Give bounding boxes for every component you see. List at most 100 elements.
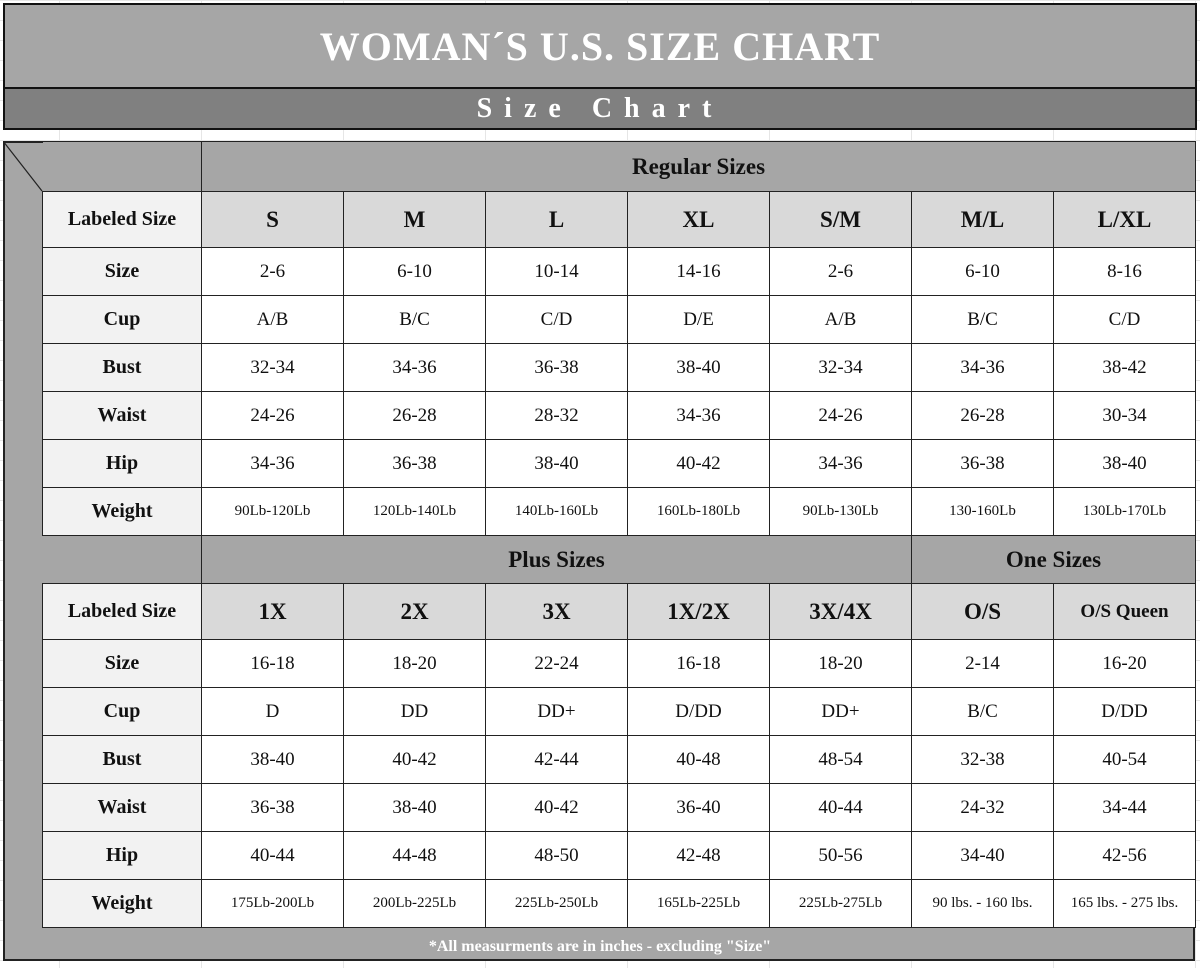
table-cell: 40-42 — [343, 735, 486, 784]
row-label-hip: Hip — [42, 439, 202, 488]
table-cell: D/DD — [627, 687, 770, 736]
table-row: Size 2-6 6-10 10-14 14-16 2-6 6-10 8-16 — [42, 247, 1196, 296]
table-cell: 160Lb-180Lb — [627, 487, 770, 536]
table-cell: 48-50 — [485, 831, 628, 880]
table-cell: 34-36 — [627, 391, 770, 440]
table-row: Waist 24-26 26-28 28-32 34-36 24-26 26-28 30-34 — [42, 391, 1196, 440]
table-cell: 36-38 — [911, 439, 1054, 488]
table-cell: 38-40 — [343, 783, 486, 832]
table-cell: 200Lb-225Lb — [343, 879, 486, 928]
table-cell: 36-38 — [485, 343, 628, 392]
table-cell: 16-18 — [627, 639, 770, 688]
table-cell: 40-44 — [201, 831, 344, 880]
table-cell: 2-14 — [911, 639, 1054, 688]
table-cell: 34-36 — [769, 439, 912, 488]
table-cell: 42-44 — [485, 735, 628, 784]
table-cell: B/C — [343, 295, 486, 344]
table-row: Cup D DD DD+ D/DD DD+ B/C D/DD — [42, 687, 1196, 736]
row-label-size: Size — [42, 247, 202, 296]
corner-diagonal — [3, 141, 43, 192]
table-cell: B/C — [911, 687, 1054, 736]
table-row: Hip 34-36 36-38 38-40 40-42 34-36 36-38 38-40 — [42, 439, 1196, 488]
row-label-weight: Weight — [42, 487, 202, 536]
table-cell: 36-38 — [201, 783, 344, 832]
table-cell: D/DD — [1053, 687, 1196, 736]
table-cell: 32-34 — [201, 343, 344, 392]
table-cell: 42-48 — [627, 831, 770, 880]
table-cell: A/B — [201, 295, 344, 344]
column-header-row: Labeled Size S M L XL S/M M/L L/XL — [42, 191, 1196, 248]
page-title: WOMAN´S U.S. SIZE CHART — [3, 3, 1197, 87]
table-cell: 175Lb-200Lb — [201, 879, 344, 928]
row-label-bust: Bust — [42, 343, 202, 392]
table-cell: 34-36 — [201, 439, 344, 488]
table-cell: B/C — [911, 295, 1054, 344]
table-cell: 34-36 — [911, 343, 1054, 392]
column-header: O/S Queen — [1053, 583, 1196, 640]
table-cell: DD — [343, 687, 486, 736]
column-header: S — [201, 191, 344, 248]
table-cell: 34-40 — [911, 831, 1054, 880]
table-cell: 40-42 — [485, 783, 628, 832]
table-cell: 16-20 — [1053, 639, 1196, 688]
section-title-regular: Regular Sizes — [201, 141, 1196, 192]
table-cell: 90Lb-130Lb — [769, 487, 912, 536]
table-cell: 10-14 — [485, 247, 628, 296]
section-title-plus: Plus Sizes — [201, 535, 912, 584]
table-cell: D — [201, 687, 344, 736]
row-label-cup: Cup — [42, 295, 202, 344]
section-title-one-size: One Sizes — [911, 535, 1196, 584]
table-row: Bust 38-40 40-42 42-44 40-48 48-54 32-38 40-54 — [42, 735, 1196, 784]
table-cell: 2-6 — [201, 247, 344, 296]
table-cell: 130-160Lb — [911, 487, 1054, 536]
section-header-row: Plus Sizes One Sizes — [42, 535, 1196, 584]
table-cell: 14-16 — [627, 247, 770, 296]
table-cell: 34-44 — [1053, 783, 1196, 832]
table-cell: DD+ — [485, 687, 628, 736]
table-cell: 44-48 — [343, 831, 486, 880]
column-header: XL — [627, 191, 770, 248]
size-chart-table: Regular Sizes Labeled Size S M L XL S/M M/L L/XL… — [42, 141, 1196, 928]
row-label-weight: Weight — [42, 879, 202, 928]
table-cell: C/D — [485, 295, 628, 344]
table-cell: 120Lb-140Lb — [343, 487, 486, 536]
row-label-labeled-size: Labeled Size — [42, 191, 202, 248]
column-header: 3X/4X — [769, 583, 912, 640]
row-label-waist: Waist — [42, 391, 202, 440]
table-cell: 24-26 — [769, 391, 912, 440]
table-cell: 36-38 — [343, 439, 486, 488]
column-header-row: Labeled Size 1X 2X 3X 1X/2X 3X/4X O/S O/S Queen — [42, 583, 1196, 640]
table-cell: 90 lbs. - 160 lbs. — [911, 879, 1054, 928]
corner-blank — [42, 141, 202, 192]
table-cell: C/D — [1053, 295, 1196, 344]
table-cell: 18-20 — [343, 639, 486, 688]
column-header: 3X — [485, 583, 628, 640]
table-cell: 18-20 — [769, 639, 912, 688]
table-cell: 130Lb-170Lb — [1053, 487, 1196, 536]
table-cell: 24-32 — [911, 783, 1054, 832]
table-cell: 26-28 — [911, 391, 1054, 440]
section-header-row: Regular Sizes — [42, 141, 1196, 192]
table-cell: 42-56 — [1053, 831, 1196, 880]
table-row: Size 16-18 18-20 22-24 16-18 18-20 2-14 16-20 — [42, 639, 1196, 688]
page-subtitle: Size Chart — [3, 87, 1197, 130]
column-header: 1X/2X — [627, 583, 770, 640]
table-cell: A/B — [769, 295, 912, 344]
table-row: Bust 32-34 34-36 36-38 38-40 32-34 34-36 38-42 — [42, 343, 1196, 392]
table-cell: 50-56 — [769, 831, 912, 880]
table-cell: 90Lb-120Lb — [201, 487, 344, 536]
table-row: Waist 36-38 38-40 40-42 36-40 40-44 24-32 34-44 — [42, 783, 1196, 832]
row-label-hip: Hip — [42, 831, 202, 880]
table-row: Cup A/B B/C C/D D/E A/B B/C C/D — [42, 295, 1196, 344]
table-cell: 225Lb-275Lb — [769, 879, 912, 928]
table-cell: 40-44 — [769, 783, 912, 832]
row-label-size: Size — [42, 639, 202, 688]
table-cell: 38-42 — [1053, 343, 1196, 392]
column-header: 2X — [343, 583, 486, 640]
table-cell: 28-32 — [485, 391, 628, 440]
table-cell: DD+ — [769, 687, 912, 736]
table-cell: 32-34 — [769, 343, 912, 392]
table-cell: 38-40 — [1053, 439, 1196, 488]
table-row: Weight 175Lb-200Lb 200Lb-225Lb 225Lb-250Lb 1… — [42, 879, 1196, 928]
table-row: Hip 40-44 44-48 48-50 42-48 50-56 34-40 42-56 — [42, 831, 1196, 880]
